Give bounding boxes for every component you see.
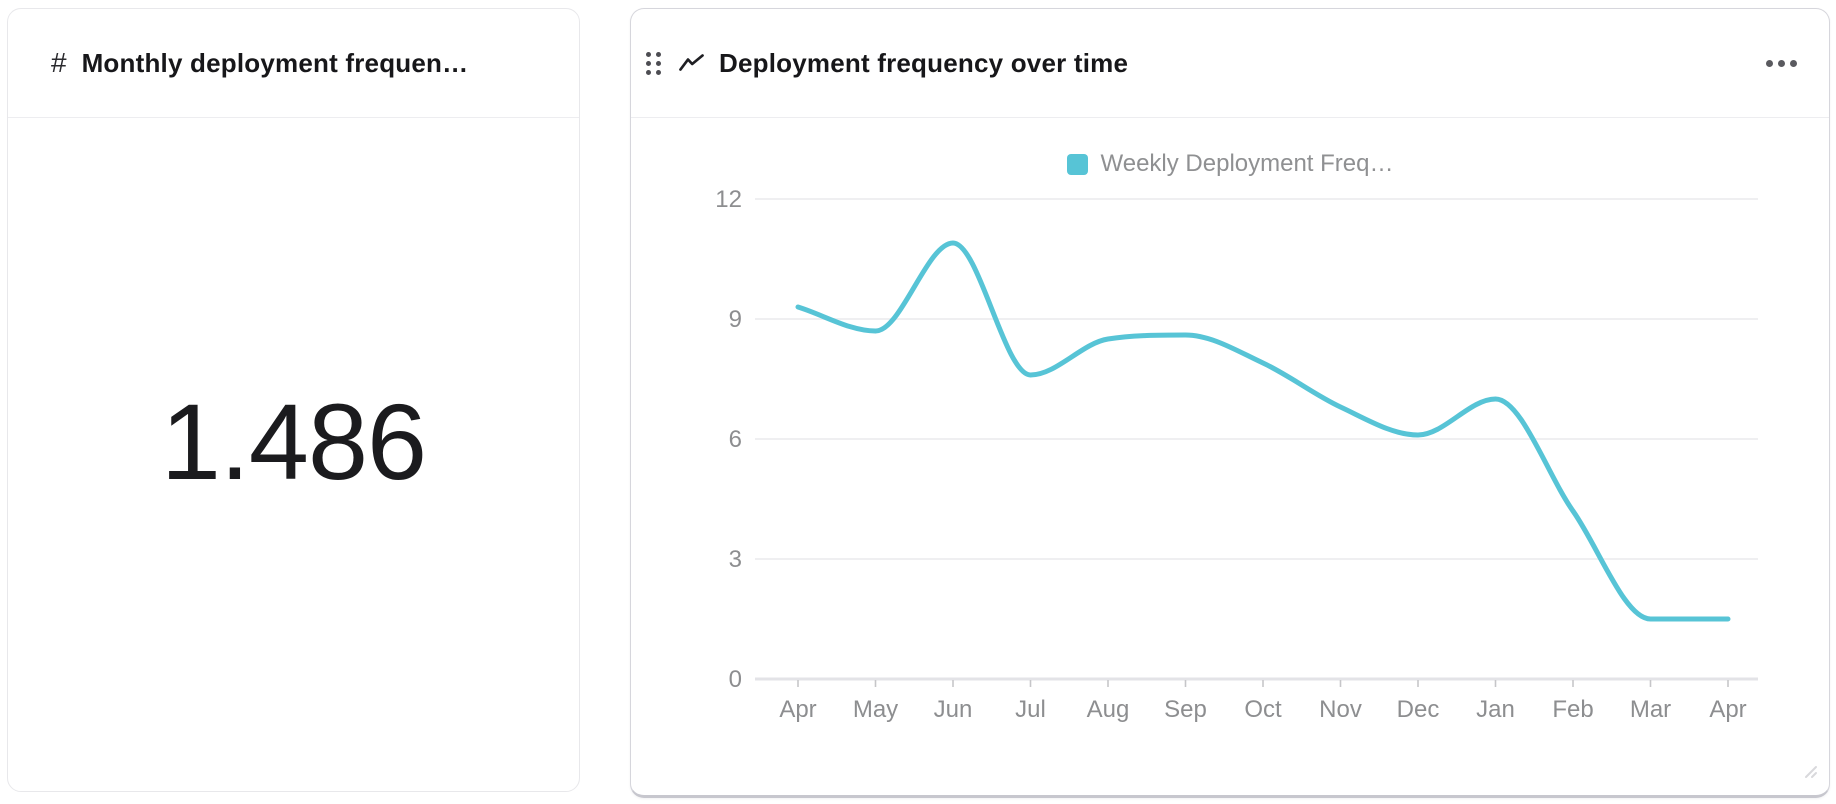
- chart-card: Deployment frequency over time Weekly De…: [630, 8, 1830, 798]
- x-axis-label: May: [853, 696, 898, 723]
- deployment-frequency-chart[interactable]: 0 3 6 9 12 Apr May Jun Jul Aug Sep Oct Nov Dec Jan Feb M…: [631, 118, 1827, 794]
- y-axis-label: 9: [729, 306, 742, 333]
- x-axis-label: Feb: [1552, 696, 1593, 723]
- x-axis-label: Dec: [1397, 696, 1440, 723]
- chart-legend[interactable]: Weekly Deployment Freq…: [631, 150, 1829, 178]
- x-axis-label: Mar: [1630, 696, 1671, 723]
- metric-value: 1.486: [160, 381, 427, 502]
- more-horizontal-icon: [1766, 59, 1773, 67]
- metric-card-header: # Monthly deployment frequen…: [8, 9, 579, 118]
- metric-card-title: Monthly deployment frequen…: [81, 47, 469, 78]
- drag-handle-icon[interactable]: [646, 51, 661, 75]
- x-axis-label: Jun: [934, 696, 973, 723]
- y-axis-label: 12: [715, 186, 742, 213]
- y-axis-label: 6: [729, 426, 742, 453]
- chart-card-header: Deployment frequency over time: [631, 9, 1829, 118]
- x-axis-label: Jan: [1476, 696, 1515, 723]
- x-axis-label: Jul: [1015, 696, 1046, 723]
- metric-card-body: 1.486: [8, 118, 579, 791]
- x-axis-label: Apr: [1709, 696, 1746, 723]
- x-axis-label: Oct: [1244, 696, 1282, 723]
- legend-swatch: [1066, 153, 1088, 175]
- number-hash-icon: #: [51, 47, 67, 78]
- line-trend-icon: [678, 52, 705, 74]
- x-axis-label: Sep: [1164, 696, 1207, 723]
- chart-card-title: Deployment frequency over time: [719, 47, 1129, 78]
- chart-card-body: Weekly Deployment Freq… 0 3 6 9 12 Apr May Jun J…: [631, 118, 1829, 794]
- x-axis-label: Apr: [779, 696, 816, 723]
- metric-card: # Monthly deployment frequen… 1.486: [7, 8, 580, 792]
- resize-handle-icon[interactable]: [1799, 760, 1819, 780]
- x-axis-label: Nov: [1319, 696, 1362, 723]
- y-axis-label: 0: [729, 666, 742, 693]
- x-axis-label: Aug: [1087, 696, 1130, 723]
- y-axis-label: 3: [729, 546, 742, 573]
- series-line: [795, 240, 1731, 622]
- legend-label: Weekly Deployment Freq…: [1100, 150, 1394, 177]
- more-menu-button[interactable]: [1764, 52, 1799, 75]
